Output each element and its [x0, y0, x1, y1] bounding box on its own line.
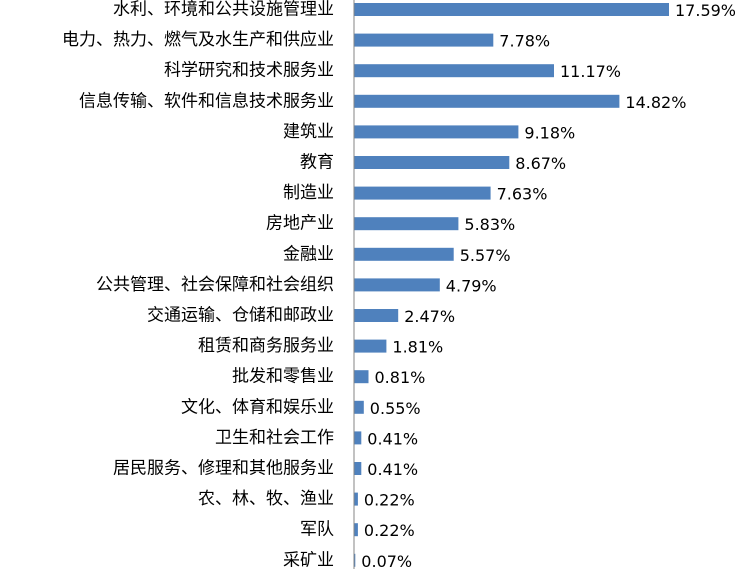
value-label: 5.83% — [464, 215, 515, 234]
category-label: 租赁和商务服务业 — [198, 336, 334, 356]
value-label: 17.59% — [675, 1, 735, 20]
bar — [354, 553, 356, 567]
category-label: 教育 — [300, 153, 334, 173]
category-label: 采矿业 — [283, 550, 334, 569]
value-label: 2.47% — [404, 307, 455, 326]
value-label: 7.63% — [497, 185, 548, 204]
bar — [354, 431, 362, 445]
bar — [354, 3, 669, 16]
category-label: 房地产业 — [266, 214, 334, 234]
value-label: 0.41% — [367, 460, 418, 479]
value-label: 5.57% — [460, 246, 511, 265]
bar — [354, 462, 362, 475]
bar — [354, 247, 454, 261]
category-label: 电力、热力、燃气及水生产和供应业 — [62, 30, 334, 50]
bar — [354, 33, 494, 47]
bar — [354, 186, 491, 200]
bar — [354, 492, 358, 506]
value-label: 14.82% — [625, 93, 686, 112]
category-label: 公共管理、社会保障和社会组织 — [96, 275, 334, 295]
value-label: 9.18% — [524, 123, 575, 142]
category-labels-group: 水利、环境和公共设施管理业电力、热力、燃气及水生产和供应业科学研究和技术服务业信… — [62, 0, 334, 569]
value-label: 1.81% — [392, 338, 443, 357]
category-label: 文化、体育和娱乐业 — [181, 397, 334, 417]
category-label: 军队 — [300, 520, 334, 540]
value-label: 11.17% — [560, 62, 621, 81]
bar — [354, 400, 364, 414]
bar — [354, 217, 459, 231]
category-label: 制造业 — [283, 183, 334, 203]
category-label: 批发和零售业 — [232, 367, 334, 387]
bar — [354, 339, 387, 353]
category-label: 科学研究和技术服务业 — [164, 61, 334, 81]
bar — [354, 370, 369, 384]
value-labels-group: 17.59% 7.78% 11.17%14.82% 9.18% 8.67% 7.63% 5.… — [361, 1, 735, 569]
bars-group — [354, 3, 669, 567]
category-label: 卫生和社会工作 — [215, 428, 334, 448]
category-label: 居民服务、修理和其他服务业 — [113, 459, 334, 479]
category-label: 交通运输、仓储和邮政业 — [147, 306, 334, 326]
value-label: 0.81% — [375, 368, 426, 387]
bar — [354, 523, 358, 537]
value-label: 0.07% — [361, 552, 412, 569]
bar — [354, 156, 510, 169]
value-label: 0.22% — [364, 521, 415, 540]
category-label: 建筑业 — [283, 122, 334, 142]
category-label: 农、林、牧、渔业 — [198, 489, 334, 509]
value-label: 0.41% — [367, 429, 418, 448]
bar — [354, 309, 399, 322]
value-label: 4.79% — [446, 276, 497, 295]
value-label: 7.78% — [499, 32, 550, 51]
category-label: 水利、环境和公共设施管理业 — [113, 0, 334, 20]
value-label: 0.22% — [364, 491, 415, 510]
category-label: 金融业 — [283, 244, 334, 264]
bar — [354, 94, 620, 108]
value-label: 8.67% — [515, 154, 566, 173]
value-label: 0.55% — [370, 399, 421, 418]
category-label: 信息传输、软件和信息技术服务业 — [79, 91, 334, 111]
bar — [354, 64, 554, 78]
bar — [354, 278, 440, 292]
bar — [354, 125, 519, 139]
